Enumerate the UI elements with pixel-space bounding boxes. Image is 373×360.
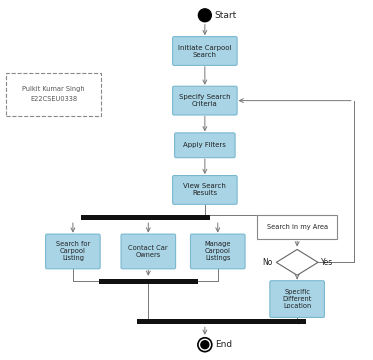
FancyBboxPatch shape (173, 176, 237, 204)
Bar (81, 215, 210, 220)
Text: Specific
Different
Location: Specific Different Location (282, 289, 312, 309)
Text: Pulkit Kumar Singh: Pulkit Kumar Singh (22, 86, 85, 92)
Bar (99, 279, 198, 284)
FancyBboxPatch shape (191, 234, 245, 269)
FancyBboxPatch shape (270, 281, 325, 318)
Circle shape (198, 9, 211, 22)
Text: Contact Car
Owners: Contact Car Owners (128, 245, 168, 258)
Text: Specify Search
Criteria: Specify Search Criteria (179, 94, 231, 107)
Text: Yes: Yes (321, 258, 333, 267)
Bar (6, 73, 101, 116)
Text: Manage
Carpool
Listings: Manage Carpool Listings (204, 242, 231, 261)
Text: E22CSEU0338: E22CSEU0338 (30, 96, 77, 102)
Text: View Search
Results: View Search Results (184, 184, 226, 197)
FancyBboxPatch shape (173, 37, 237, 66)
Text: End: End (215, 340, 232, 349)
FancyBboxPatch shape (121, 234, 176, 269)
Text: Start: Start (215, 11, 237, 20)
FancyBboxPatch shape (46, 234, 100, 269)
Text: Search for
Carpool
Listing: Search for Carpool Listing (56, 242, 90, 261)
Circle shape (198, 338, 212, 352)
Text: Search in my Area: Search in my Area (267, 224, 328, 230)
FancyBboxPatch shape (175, 133, 235, 158)
Circle shape (201, 341, 209, 349)
Text: No: No (262, 258, 273, 267)
Text: Apply Filters: Apply Filters (184, 142, 226, 148)
FancyBboxPatch shape (173, 86, 237, 115)
Text: Initiate Carpool
Search: Initiate Carpool Search (178, 45, 232, 58)
Polygon shape (276, 249, 318, 275)
Bar (137, 319, 306, 324)
Bar (257, 215, 337, 239)
